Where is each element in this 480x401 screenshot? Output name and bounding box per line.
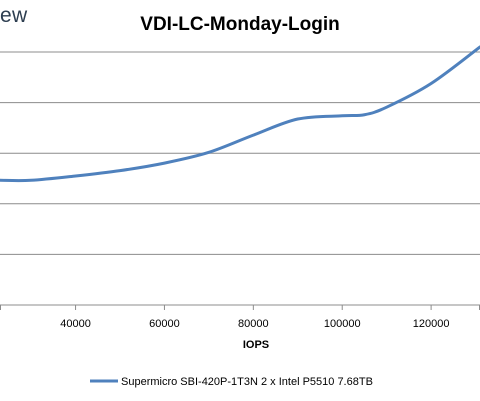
legend-label: Supermicro SBI-420P-1T3N 2 x Intel P5510… (121, 376, 373, 388)
series-line (0, 45, 480, 183)
x-axis-ticks (0, 305, 480, 310)
x-axis-label: IOPS (243, 339, 269, 351)
gridlines (0, 51, 480, 255)
legend: Supermicro SBI-420P-1T3N 2 x Intel P5510… (90, 376, 373, 388)
chart-title: VDI-LC-Monday-Login (140, 14, 340, 35)
x-tick-label: 60000 (149, 318, 180, 330)
x-axis-tick-labels: 40000 60000 80000 100000 120000 (60, 318, 449, 330)
x-tick-label: 120000 (413, 318, 450, 330)
x-tick-label: 80000 (238, 318, 269, 330)
brand-logo-text: ew (0, 4, 28, 27)
x-tick-label: 100000 (324, 318, 361, 330)
x-tick-label: 40000 (60, 318, 91, 330)
series-lines (0, 45, 480, 183)
